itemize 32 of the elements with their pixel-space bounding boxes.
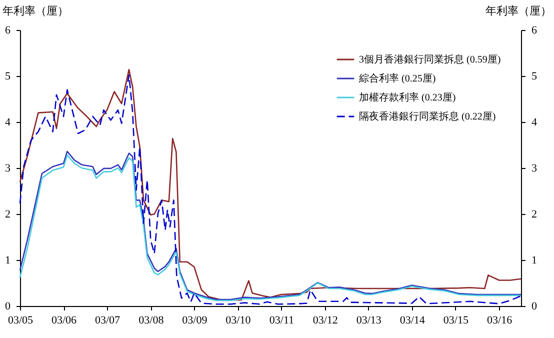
y2-tick-label: 4 (532, 116, 538, 128)
y2-tick-label: 6 (532, 24, 538, 36)
y-tick-label: 6 (5, 24, 11, 36)
y-tick-label: 4 (5, 116, 11, 128)
y-axis-title: 年利率（厘） (2, 4, 68, 18)
x-tick-label: 03/11 (269, 314, 294, 326)
y2-tick-label: 1 (532, 254, 537, 266)
x-tick-label: 03/09 (182, 314, 208, 326)
y2-axis-title: 年利率（厘） (486, 4, 552, 18)
x-tick-label: 03/13 (356, 314, 382, 326)
y-tick-label: 2 (5, 208, 10, 220)
x-tick-label: 03/12 (312, 314, 338, 326)
y2-tick-label: 0 (532, 300, 538, 312)
y2-tick-label: 2 (532, 208, 537, 220)
x-tick-label: 03/10 (226, 314, 252, 326)
y-tick-label: 0 (5, 300, 11, 312)
y-tick-label: 3 (5, 162, 11, 174)
y2-tick-label: 3 (532, 162, 538, 174)
legend-label: 加權存款利率 (0.23厘) (359, 92, 456, 104)
x-tick-label: 03/06 (51, 314, 78, 326)
x-tick-label: 03/15 (443, 314, 469, 326)
legend-label: 隔夜香港銀行同業拆息 (0.22厘) (359, 110, 496, 122)
x-tick-label: 03/07 (95, 314, 121, 326)
y2-tick-label: 5 (532, 70, 538, 82)
legend-label: 3個月香港銀行同業拆息 (0.59厘) (359, 54, 501, 66)
x-tick-label: 03/14 (400, 314, 426, 326)
x-tick-label: 03/16 (487, 314, 513, 326)
x-tick-label: 03/05 (8, 314, 34, 326)
x-tick-label: 03/08 (138, 314, 164, 326)
y-tick-label: 1 (5, 254, 10, 266)
legend-label: 綜合利率 (0.25厘) (358, 72, 436, 84)
y-tick-label: 5 (5, 70, 11, 82)
